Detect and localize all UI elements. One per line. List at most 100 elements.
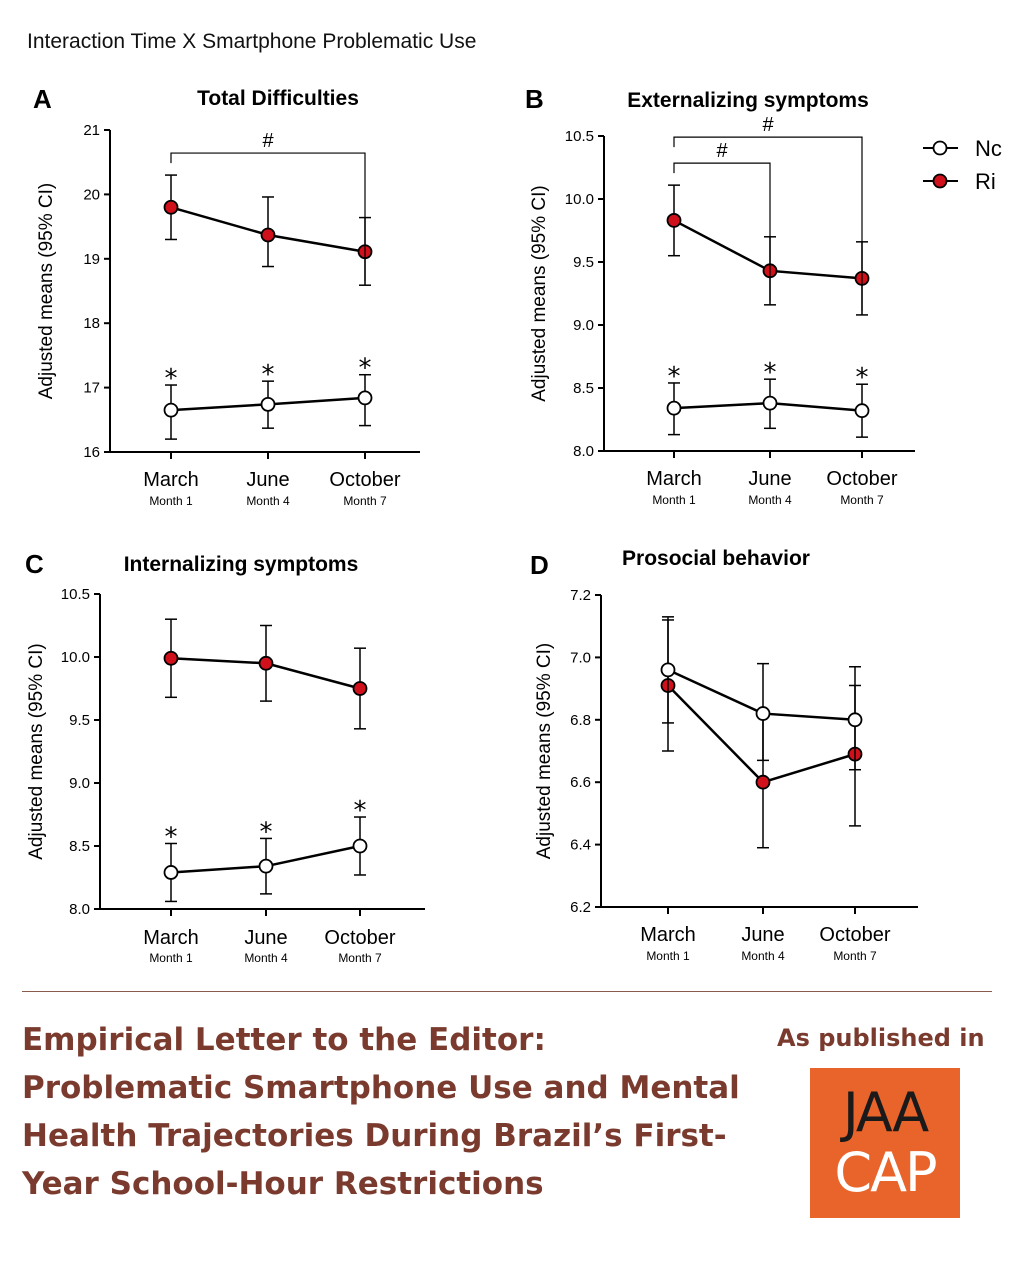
x-subcategory-label: Month 7 <box>343 494 387 508</box>
data-point-none <box>163 865 179 880</box>
bracket-label: # <box>762 114 774 136</box>
x-category-label: October <box>324 927 395 949</box>
data-point-none <box>352 838 368 854</box>
significance-star: * <box>764 358 777 388</box>
x-subcategory-label: Month 4 <box>244 951 288 965</box>
legend: Nc Ri <box>923 136 1002 194</box>
y-tick-label: 8.5 <box>69 838 90 855</box>
panel-title: Externalizing symptoms <box>627 89 869 112</box>
significance-bracket <box>170 152 366 282</box>
article-headline: Empirical Letter to the Editor: Problema… <box>22 1022 740 1202</box>
data-point-none <box>660 662 676 678</box>
x-category-label: March <box>640 924 696 946</box>
x-category-label: June <box>246 469 289 491</box>
y-tick-label: 20 <box>83 186 100 203</box>
logo-line-1: JAA <box>842 1081 929 1144</box>
y-tick-label: 9.5 <box>69 712 90 729</box>
chart-panel-d: D Prosocial behavior 6.2 6.4 6.6 6.8 7.0 7.2 Adj… <box>530 547 918 963</box>
y-tick-label: 6.4 <box>570 837 591 854</box>
significance-star: * <box>262 360 275 390</box>
data-point-none <box>854 403 870 419</box>
data-point-none <box>755 706 771 721</box>
significance-star: * <box>354 796 367 826</box>
significance-bracket <box>673 136 863 311</box>
panel-letter: A <box>33 84 52 114</box>
data-point-none <box>260 396 276 412</box>
legend-marker-risk <box>932 173 948 189</box>
bracket-label: # <box>262 130 274 152</box>
divider <box>22 991 992 992</box>
y-tick-label: 7.0 <box>570 649 591 666</box>
y-tick-label: 18 <box>83 315 100 332</box>
data-point-risk <box>352 681 368 696</box>
x-category-label: June <box>748 468 791 490</box>
x-category-label: March <box>646 468 702 490</box>
y-tick-label: 6.8 <box>570 712 591 729</box>
x-subcategory-label: Month 4 <box>741 949 785 963</box>
y-tick-label: 8.5 <box>573 380 594 397</box>
y-tick-label: 10.0 <box>61 649 90 666</box>
y-tick-label: 6.6 <box>570 774 591 791</box>
x-subcategory-label: Month 4 <box>246 494 290 508</box>
x-category-label: March <box>143 469 199 491</box>
y-tick-label: 9.0 <box>573 317 594 334</box>
figure-title: Interaction Time X Smartphone Problemati… <box>27 30 477 53</box>
y-tick-label: 16 <box>83 444 100 461</box>
panel-title: Internalizing symptoms <box>124 553 359 576</box>
y-axis-label: Adjusted means (95% CI) <box>36 183 57 400</box>
data-point-risk <box>666 213 682 228</box>
y-tick-label: 10.5 <box>565 128 594 145</box>
significance-bracket <box>673 162 771 301</box>
chart-panel-c: C Internalizing symptoms 8.0 8.5 9.0 9.5 10.0 1… <box>25 549 425 965</box>
x-subcategory-label: Month 1 <box>149 951 193 965</box>
significance-star: * <box>668 362 681 392</box>
y-tick-label: 19 <box>83 251 100 268</box>
y-tick-label: 6.2 <box>570 899 591 916</box>
data-point-none <box>762 395 778 411</box>
series-line-risk <box>667 684 856 784</box>
y-axis-label: Adjusted means (95% CI) <box>529 185 550 402</box>
legend-label-risk: Ri <box>975 169 996 194</box>
x-category-label: June <box>741 924 784 946</box>
legend-label-none: Nc <box>975 136 1002 161</box>
legend-marker-none <box>932 140 948 156</box>
x-subcategory-label: Month 1 <box>646 949 690 963</box>
data-point-none <box>666 400 682 416</box>
y-tick-label: 9.0 <box>69 775 90 792</box>
panel-letter: B <box>525 84 544 114</box>
y-tick-label: 8.0 <box>69 901 90 918</box>
significance-star: * <box>165 822 178 852</box>
data-point-risk <box>258 655 274 671</box>
x-subcategory-label: Month 7 <box>840 493 884 507</box>
x-subcategory-label: Month 4 <box>748 493 792 507</box>
x-subcategory-label: Month 1 <box>149 494 193 508</box>
x-category-label: October <box>819 924 890 946</box>
y-tick-label: 10.5 <box>61 586 90 603</box>
significance-star: * <box>165 364 178 394</box>
y-tick-label: 8.0 <box>573 443 594 460</box>
significance-star: * <box>359 354 372 384</box>
data-point-none <box>847 712 863 728</box>
data-point-none <box>357 390 373 406</box>
y-tick-label: 10.0 <box>565 191 594 208</box>
chart-panel-a: A Total Difficulties 16 17 18 19 20 21 Adjusted … <box>33 84 420 508</box>
panel-letter: D <box>530 550 549 580</box>
data-point-risk <box>163 650 179 666</box>
y-tick-label: 17 <box>83 380 100 397</box>
significance-star: * <box>856 363 869 393</box>
x-category-label: October <box>329 469 400 491</box>
x-category-label: June <box>244 927 287 949</box>
y-tick-label: 7.2 <box>570 587 591 604</box>
data-point-risk <box>260 227 276 243</box>
y-axis-label: Adjusted means (95% CI) <box>26 643 47 860</box>
y-tick-label: 21 <box>83 122 100 139</box>
y-axis-label: Adjusted means (95% CI) <box>534 643 555 860</box>
panel-title: Prosocial behavior <box>622 547 810 570</box>
x-category-label: October <box>826 468 897 490</box>
panel-title: Total Difficulties <box>197 87 359 110</box>
panel-letter: C <box>25 549 44 579</box>
published-in-label: As published in <box>777 1024 985 1052</box>
data-point-none <box>163 402 179 418</box>
charts-canvas: A Total Difficulties 16 17 18 19 20 21 Adjusted … <box>25 84 1002 965</box>
x-category-label: March <box>143 927 199 949</box>
